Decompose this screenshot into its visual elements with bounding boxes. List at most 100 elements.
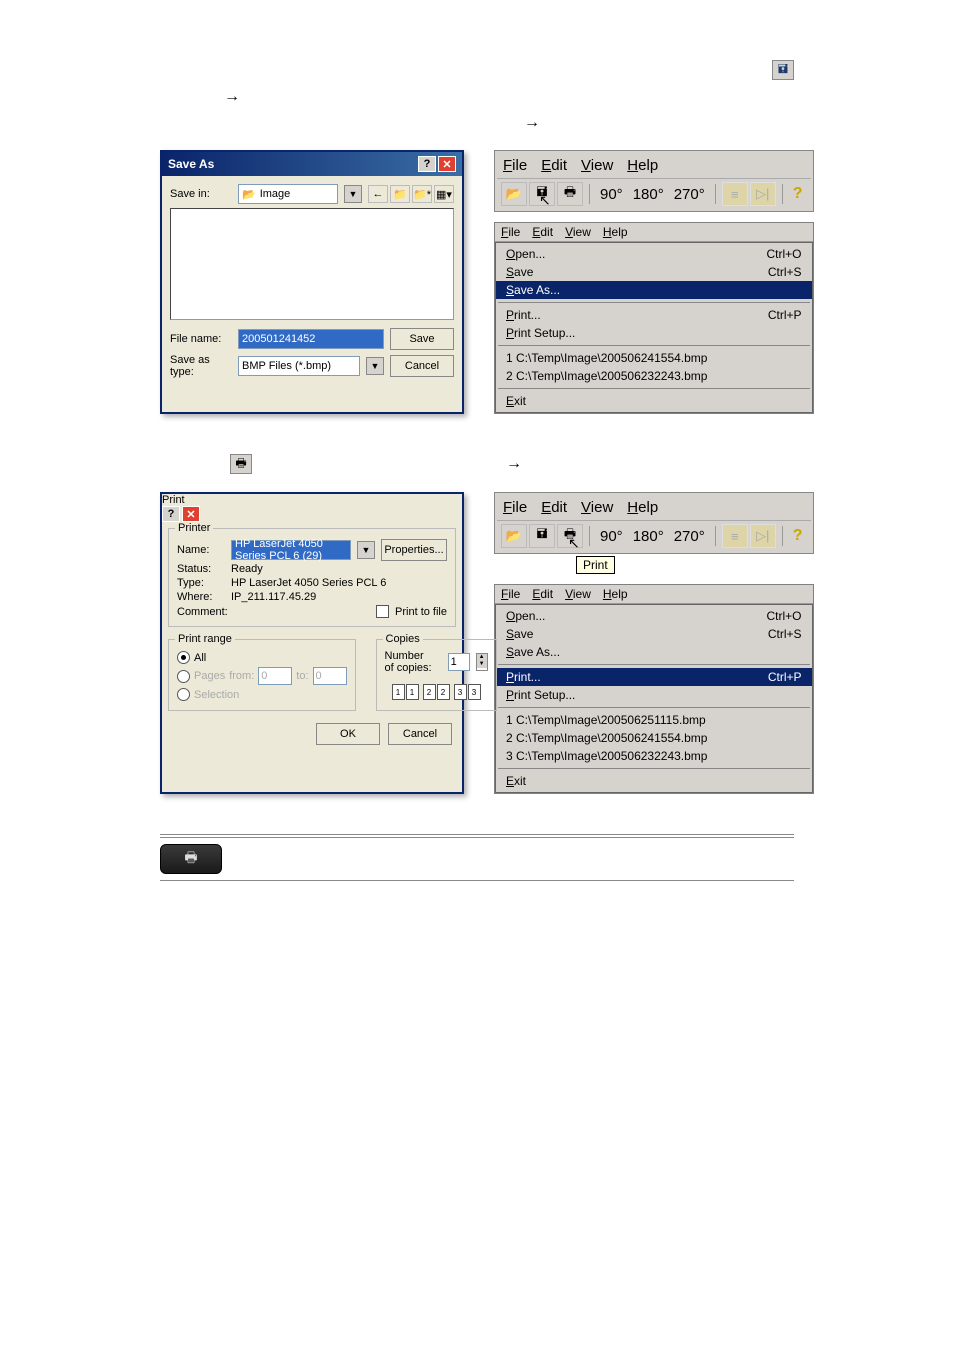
menu-item[interactable]: Help [627, 157, 658, 174]
save-icon[interactable]: 🖬 [529, 524, 555, 548]
menu-dropdown-item[interactable]: Open...Ctrl+O [496, 245, 812, 263]
collate-graphic: 11 22 33 [392, 684, 481, 700]
rotate-180[interactable]: 180° [629, 528, 668, 545]
menu-dropdown-item[interactable]: Exit [496, 772, 812, 790]
menu-item[interactable]: File [503, 157, 527, 174]
rotate-90[interactable]: 90° [596, 528, 627, 545]
cancel-button[interactable]: Cancel [388, 723, 452, 745]
print-tooltip: Print [576, 556, 615, 574]
menu-dropdown-item[interactable]: Exit [496, 392, 812, 410]
file-name-input[interactable]: 200501241452 [238, 329, 384, 349]
tool-icon-a[interactable]: ≡ [722, 182, 748, 206]
menu-item[interactable]: Edit [532, 587, 553, 601]
menu-dropdown-item[interactable]: 1 C:\Temp\Image\200506251115.bmp [496, 711, 812, 729]
close-icon[interactable]: ✕ [438, 156, 456, 172]
dialog-title: Save As [168, 157, 214, 171]
help-icon[interactable]: ? [789, 527, 807, 545]
menu-item[interactable]: View [581, 157, 613, 174]
print-dialog: Print ? ✕ Printer Name: HP LaserJet 4050… [160, 492, 464, 794]
open-icon[interactable]: 📂 [501, 182, 527, 206]
save-icon[interactable]: 🖬↖ [529, 182, 555, 206]
menu-dropdown-item[interactable]: Print...Ctrl+P [496, 306, 812, 324]
where-label: Where: [177, 591, 225, 603]
view-menu-icon[interactable]: ▦▾ [434, 185, 454, 203]
save-in-label: Save in: [170, 188, 232, 200]
menu-dropdown-item[interactable]: SaveCtrl+S [496, 263, 812, 281]
page-to-input[interactable]: 0 [313, 667, 347, 685]
menu-item[interactable]: Help [603, 225, 628, 239]
toolbar: FileEditViewHelp 📂 🖬 🖶↖ 90° 180° 270° ≡ … [494, 492, 814, 554]
open-icon[interactable]: 📂 [501, 524, 527, 548]
menu-dropdown-item[interactable]: Print...Ctrl+P [496, 668, 812, 686]
menu-dropdown-item[interactable]: Save As... [496, 643, 812, 661]
menu-dropdown-item[interactable]: Print Setup... [496, 324, 812, 342]
rotate-270[interactable]: 270° [670, 186, 709, 203]
save-type-dropdown[interactable]: BMP Files (*.bmp) [238, 356, 360, 376]
page-from-input[interactable]: 0 [258, 667, 292, 685]
range-selection-radio[interactable] [177, 688, 190, 701]
menu-dropdown-item[interactable]: Save As... [496, 281, 812, 299]
help-icon[interactable]: ? [162, 506, 180, 522]
menu-item[interactable]: File [501, 225, 520, 239]
range-all-radio[interactable] [177, 651, 190, 664]
tool-icon-a[interactable]: ≡ [722, 524, 748, 548]
print-icon[interactable]: 🖶↖ [557, 524, 583, 548]
tool-icon-b[interactable]: ▷| [750, 182, 776, 206]
copies-input[interactable]: 1 [448, 653, 470, 671]
menu-item[interactable]: File [503, 499, 527, 516]
tool-icon-b[interactable]: ▷| [750, 524, 776, 548]
print-to-file-checkbox[interactable] [376, 605, 389, 618]
up-folder-icon[interactable]: 📁 [390, 185, 410, 203]
menu-item[interactable]: Edit [532, 225, 553, 239]
file-list-area[interactable] [170, 208, 454, 320]
help-icon[interactable]: ? [789, 185, 807, 203]
folder-icon: 📂 [242, 188, 256, 201]
save-button[interactable]: Save [390, 328, 454, 350]
menu-item[interactable]: Help [627, 499, 658, 516]
menu-item[interactable]: Edit [541, 157, 567, 174]
properties-button[interactable]: Properties... [381, 539, 447, 561]
new-folder-icon[interactable]: 📁* [412, 185, 432, 203]
range-selection-label: Selection [194, 689, 239, 701]
menu-item[interactable]: View [581, 499, 613, 516]
rotate-270[interactable]: 270° [670, 528, 709, 545]
menu-dropdown-item[interactable]: 2 C:\Temp\Image\200506241554.bmp [496, 729, 812, 747]
status-label: Status: [177, 563, 225, 575]
chevron-down-icon[interactable]: ▼ [366, 357, 384, 375]
rotate-180[interactable]: 180° [629, 186, 668, 203]
copies-spinner[interactable]: ▲▼ [476, 653, 488, 671]
dialog-title: Print [162, 494, 185, 506]
menu-dropdown-item[interactable]: SaveCtrl+S [496, 625, 812, 643]
print-icon[interactable]: 🖶 [557, 182, 583, 206]
chevron-down-icon[interactable]: ▼ [357, 541, 375, 559]
print-button-dark[interactable]: 🖶 [160, 844, 222, 874]
menu-item[interactable]: View [565, 587, 591, 601]
help-icon[interactable]: ? [418, 156, 436, 172]
small-menu-window: File Edit View Help Open...Ctrl+OSaveCtrl+S… [494, 584, 814, 794]
printer-name-dropdown[interactable]: HP LaserJet 4050 Series PCL 6 (29) [231, 540, 351, 560]
menu-dropdown-item[interactable]: 1 C:\Temp\Image\200506241554.bmp [496, 349, 812, 367]
separator [498, 664, 810, 665]
back-icon[interactable]: ← [368, 185, 388, 203]
rotate-90[interactable]: 90° [596, 186, 627, 203]
range-pages-radio[interactable] [177, 670, 190, 683]
menu-dropdown-item[interactable]: 3 C:\Temp\Image\200506232243.bmp [496, 747, 812, 765]
menu-dropdown-item[interactable]: Open...Ctrl+O [496, 607, 812, 625]
toolbar: FileEditViewHelp 📂 🖬↖ 🖶 90° 180° 270° ≡ … [494, 150, 814, 212]
menu-dropdown-item[interactable]: Print Setup... [496, 686, 812, 704]
copies-legend: Copies [383, 633, 423, 645]
save-in-dropdown[interactable]: 📂 Image [238, 184, 338, 204]
print-icon[interactable]: 🖶 [230, 454, 252, 474]
cancel-button[interactable]: Cancel [390, 355, 454, 377]
save-icon[interactable]: 🖬 [772, 60, 794, 80]
menu-item[interactable]: File [501, 587, 520, 601]
menu-dropdown-item[interactable]: 2 C:\Temp\Image\200506232243.bmp [496, 367, 812, 385]
ok-button[interactable]: OK [316, 723, 380, 745]
chevron-down-icon[interactable]: ▼ [344, 185, 362, 203]
close-icon[interactable]: ✕ [182, 506, 200, 522]
menu-item[interactable]: Edit [541, 499, 567, 516]
printer-legend: Printer [175, 522, 213, 534]
menu-item[interactable]: Help [603, 587, 628, 601]
menu-item[interactable]: View [565, 225, 591, 239]
separator [498, 388, 810, 389]
